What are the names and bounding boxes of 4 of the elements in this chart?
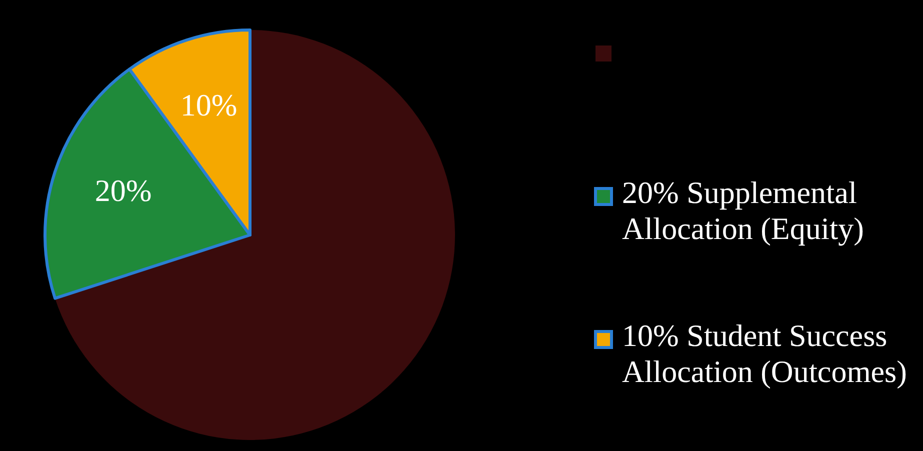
data-label: 20% [94,172,152,208]
legend-label: 20% Supplemental Allocation (Equity) [622,175,864,246]
legend-label: 10% Student Success Allocation (Outcomes) [622,318,907,390]
data-label: 10% [180,87,238,122]
